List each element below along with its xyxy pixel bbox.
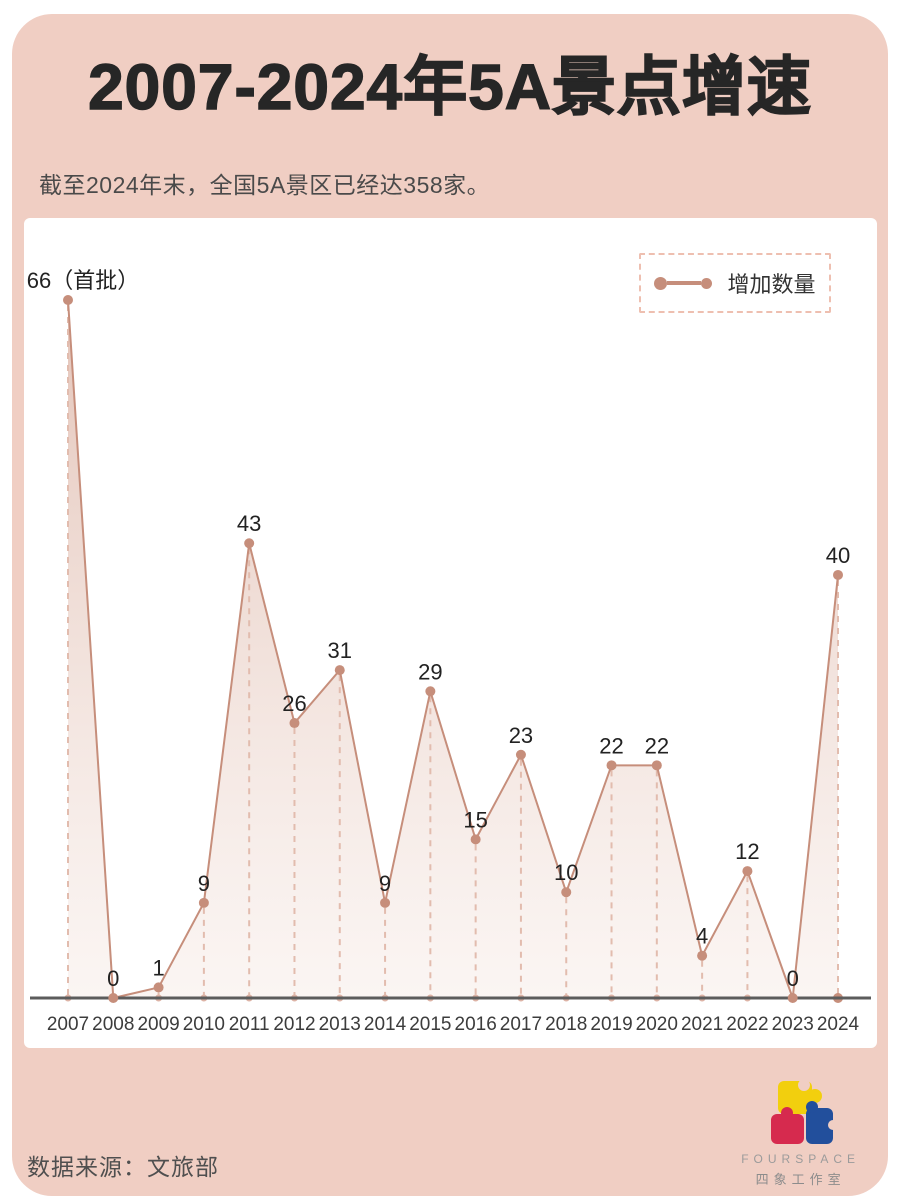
svg-text:2009: 2009 bbox=[137, 1014, 179, 1035]
svg-text:2013: 2013 bbox=[319, 1014, 361, 1035]
svg-text:9: 9 bbox=[198, 871, 210, 896]
svg-text:2016: 2016 bbox=[455, 1014, 497, 1035]
svg-text:2022: 2022 bbox=[726, 1014, 768, 1035]
svg-text:2014: 2014 bbox=[364, 1014, 407, 1035]
svg-text:2015: 2015 bbox=[409, 1014, 451, 1035]
svg-text:0: 0 bbox=[787, 966, 799, 991]
svg-text:22: 22 bbox=[645, 733, 669, 758]
svg-text:43: 43 bbox=[237, 511, 261, 536]
svg-text:2024: 2024 bbox=[817, 1014, 860, 1035]
puzzle-logo-icon bbox=[770, 1081, 837, 1144]
logo-brand: FOURSPACE bbox=[741, 1152, 860, 1166]
logo-studio: 四象工作室 bbox=[755, 1172, 846, 1187]
svg-text:40: 40 bbox=[826, 543, 850, 568]
svg-text:1: 1 bbox=[152, 955, 164, 980]
svg-text:4: 4 bbox=[696, 924, 708, 949]
pink-panel: 2007-2024年5A景点增速 截至2024年末，全国5A景区已经达358家。… bbox=[12, 14, 888, 1196]
svg-text:22: 22 bbox=[599, 733, 623, 758]
legend-label: 增加数量 bbox=[727, 272, 816, 297]
legend-dot-icon bbox=[701, 277, 713, 289]
svg-text:2023: 2023 bbox=[772, 1014, 814, 1035]
svg-text:2012: 2012 bbox=[273, 1014, 315, 1035]
svg-text:12: 12 bbox=[735, 839, 759, 864]
chart-card: 66（首批） 0 1 9 43 26 31 9 29 15 23 10 22 22 4 12 0 40 2007 20… bbox=[24, 218, 877, 1048]
svg-text:2020: 2020 bbox=[636, 1014, 678, 1035]
chart-legend[interactable]: 增加数量 bbox=[639, 253, 831, 313]
svg-text:2018: 2018 bbox=[545, 1014, 587, 1035]
svg-text:2021: 2021 bbox=[681, 1014, 723, 1035]
svg-text:2010: 2010 bbox=[183, 1014, 225, 1035]
svg-text:2008: 2008 bbox=[92, 1014, 134, 1035]
svg-text:31: 31 bbox=[328, 638, 352, 663]
svg-text:0: 0 bbox=[107, 966, 119, 991]
svg-text:2011: 2011 bbox=[229, 1014, 270, 1035]
svg-text:2019: 2019 bbox=[590, 1014, 632, 1035]
legend-dot-icon bbox=[654, 276, 668, 290]
svg-text:26: 26 bbox=[282, 691, 306, 716]
page-title: 2007-2024年5A景点增速 bbox=[87, 51, 812, 123]
fourspace-logo: FOURSPACE 四象工作室 bbox=[741, 1081, 860, 1188]
svg-text:29: 29 bbox=[418, 659, 442, 684]
svg-text:9: 9 bbox=[379, 871, 391, 896]
page-subtitle: 截至2024年末，全国5A景区已经达358家。 bbox=[39, 172, 491, 198]
svg-text:15: 15 bbox=[463, 807, 487, 832]
svg-text:2017: 2017 bbox=[500, 1014, 542, 1035]
data-source: 数据来源：文旅部 bbox=[27, 1154, 219, 1180]
svg-text:66（首批）: 66（首批） bbox=[27, 268, 139, 293]
svg-text:2007: 2007 bbox=[47, 1014, 89, 1035]
svg-text:23: 23 bbox=[509, 723, 533, 748]
legend-line-marker bbox=[654, 276, 713, 290]
legend-dash-icon bbox=[667, 281, 702, 285]
svg-text:10: 10 bbox=[554, 860, 578, 885]
